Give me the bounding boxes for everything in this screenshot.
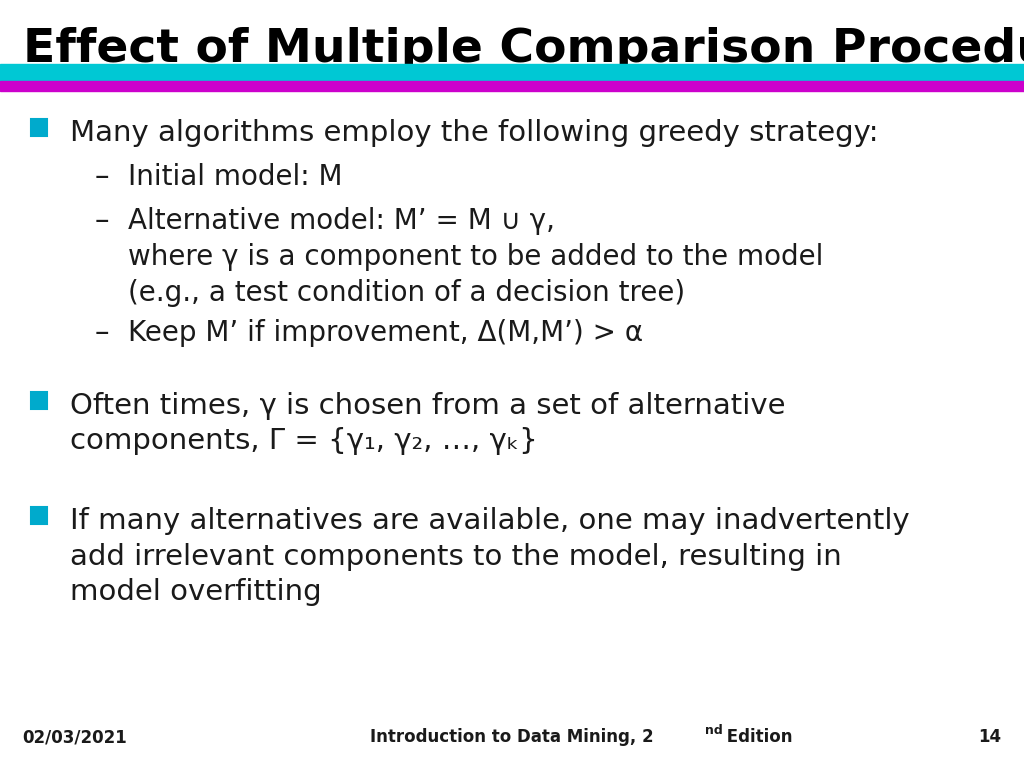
Bar xyxy=(0,64,1024,81)
Text: Alternative model: M’ = M ∪ γ,
where γ is a component to be added to the model
(: Alternative model: M’ = M ∪ γ, where γ i… xyxy=(128,207,823,306)
Bar xyxy=(31,507,47,524)
Bar xyxy=(31,119,47,136)
Text: 02/03/2021: 02/03/2021 xyxy=(23,729,127,746)
Text: Initial model: M: Initial model: M xyxy=(128,163,342,190)
Bar xyxy=(31,392,47,409)
Text: Introduction to Data Mining, 2: Introduction to Data Mining, 2 xyxy=(371,729,653,746)
Bar xyxy=(0,81,1024,91)
Text: Often times, γ is chosen from a set of alternative
components, Γ = {γ₁, γ₂, …, γ: Often times, γ is chosen from a set of a… xyxy=(70,392,785,455)
Text: If many alternatives are available, one may inadvertently
add irrelevant compone: If many alternatives are available, one … xyxy=(70,507,909,606)
Text: 14: 14 xyxy=(978,729,1001,746)
Text: Edition: Edition xyxy=(721,729,793,746)
Text: –: – xyxy=(94,163,109,190)
Text: Many algorithms employ the following greedy strategy:: Many algorithms employ the following gre… xyxy=(70,119,879,147)
Text: Effect of Multiple Comparison Procedure: Effect of Multiple Comparison Procedure xyxy=(23,27,1024,72)
Text: nd: nd xyxy=(705,724,722,737)
Text: –: – xyxy=(94,207,109,235)
Text: Keep M’ if improvement, Δ(M,M’) > α: Keep M’ if improvement, Δ(M,M’) > α xyxy=(128,319,643,346)
Text: –: – xyxy=(94,319,109,346)
